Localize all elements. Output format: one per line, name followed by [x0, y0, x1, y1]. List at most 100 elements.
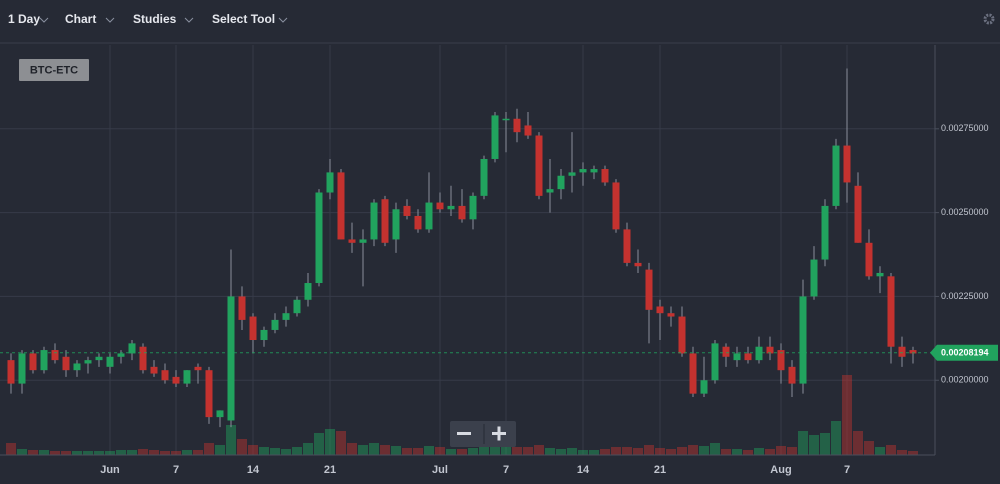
volume-bar: [50, 451, 60, 455]
interval-menu[interactable]: 1 Day: [8, 12, 40, 26]
volume-bar: [831, 421, 841, 455]
candle-body: [370, 202, 378, 240]
volume-bar: [446, 449, 456, 455]
candle-body: [843, 145, 851, 183]
volume-bar: [622, 447, 632, 455]
volume-bar: [578, 450, 588, 455]
candle-body: [623, 229, 631, 263]
volume-bar: [490, 443, 500, 455]
candle-body: [271, 319, 279, 330]
volume-bar: [820, 433, 830, 455]
volume-bar: [589, 450, 599, 455]
candle-body: [524, 125, 532, 136]
candle-body: [403, 205, 411, 216]
volume-bar: [215, 445, 225, 455]
x-tick-label: 14: [247, 464, 260, 476]
candle-body: [469, 195, 477, 220]
candle-body: [216, 410, 224, 418]
candle-body: [150, 366, 158, 374]
candle-body: [744, 353, 752, 361]
volume-bar: [468, 448, 478, 455]
symbol-label: BTC-ETC: [30, 64, 78, 76]
volume-bar: [633, 448, 643, 455]
x-tick-label: 21: [324, 464, 336, 476]
candle-body: [194, 366, 202, 371]
candle-body: [128, 343, 136, 354]
candle-body: [590, 169, 598, 173]
x-tick-label: 21: [654, 464, 666, 476]
candle-body: [73, 363, 81, 371]
volume-bar: [413, 448, 423, 455]
volume-bar: [325, 429, 335, 455]
candle-body: [139, 346, 147, 371]
candle-body: [788, 366, 796, 384]
volume-bar: [369, 443, 379, 455]
volume-bar: [677, 447, 687, 455]
volume-bar: [61, 451, 71, 455]
volume-bar: [204, 443, 214, 455]
volume-bar: [259, 447, 269, 455]
plot: [0, 45, 935, 455]
zoom-in[interactable]: [492, 426, 506, 441]
volume-bar: [336, 431, 346, 455]
candle-body: [7, 360, 15, 384]
settings-icon[interactable]: [983, 13, 995, 25]
volume-bar: [754, 448, 764, 455]
volume-bar: [182, 450, 192, 455]
candle-body: [282, 313, 290, 320]
candle-body: [161, 370, 169, 381]
volume-bar: [248, 445, 258, 455]
chevron: [105, 17, 115, 23]
candle-body: [678, 316, 686, 354]
volume-bar: [380, 445, 390, 455]
volume-bar: [94, 451, 104, 455]
candle-body: [799, 296, 807, 384]
candle-body: [238, 296, 246, 320]
volume-bar: [556, 449, 566, 455]
zoom-controls: [450, 421, 516, 447]
candle-body: [227, 296, 235, 421]
volume-bar: [567, 448, 577, 455]
candle-body: [722, 346, 730, 357]
candle-body: [733, 353, 741, 361]
x-tick-label: Jul: [432, 464, 448, 476]
symbol-badge: [19, 59, 89, 81]
studies-menu[interactable]: Studies: [133, 12, 177, 26]
zoom-out[interactable]: [457, 432, 471, 435]
candle-body: [315, 192, 323, 284]
chevron: [39, 17, 49, 23]
candle-body: [392, 209, 400, 240]
candle-body: [876, 272, 884, 277]
candle-body: [612, 182, 620, 230]
volume-bar: [600, 449, 610, 455]
volume-bar: [798, 431, 808, 455]
volume-bar: [721, 449, 731, 455]
chart-menu[interactable]: Chart: [65, 12, 96, 26]
candle-body: [359, 239, 367, 243]
volume-bar: [303, 443, 313, 455]
candle-body: [865, 242, 873, 277]
y-tick-label: 0.00225000: [941, 291, 989, 301]
candle-body: [172, 376, 180, 384]
candle-body: [249, 316, 257, 341]
volume-bar: [611, 447, 621, 455]
volume-bar: [523, 447, 533, 455]
candle-body: [557, 175, 565, 190]
volume-bar: [237, 439, 247, 455]
select-tool-menu[interactable]: Select Tool: [212, 12, 275, 26]
volume-bar: [666, 449, 676, 455]
candle-body: [381, 199, 389, 243]
candle-body: [832, 145, 840, 206]
candle-body: [821, 205, 829, 260]
volume-bar: [512, 447, 522, 455]
volume-bar: [479, 445, 489, 455]
chevron: [184, 17, 194, 23]
candle-body: [634, 262, 642, 267]
volume-bar: [853, 431, 863, 455]
volume-bar: [435, 447, 445, 455]
volume-bar: [688, 445, 698, 455]
candle-body: [62, 356, 70, 371]
candle-body: [777, 350, 785, 371]
volume-bar: [699, 446, 709, 455]
x-tick-label: 7: [173, 464, 179, 476]
